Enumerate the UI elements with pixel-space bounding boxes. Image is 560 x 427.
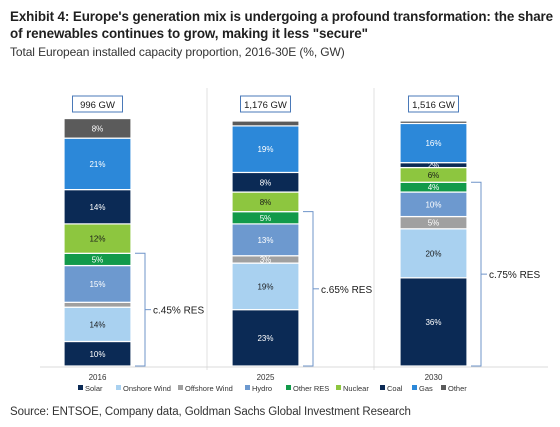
source-note: Source: ENTSOE, Company data, Goldman Sa… <box>10 406 411 418</box>
res-bracket-2016 <box>135 252 146 367</box>
legend-label-other-res: Other RES <box>293 384 329 393</box>
data-label-coal-2016: 14% <box>89 203 105 212</box>
x-tick-label-2016: 2016 <box>89 373 107 382</box>
bar-segment-other-2016 <box>63 117 132 139</box>
total-box-2030 <box>408 95 459 113</box>
bar-segment-hydro-2025 <box>231 223 300 257</box>
data-label-coal-2025: 8% <box>260 178 272 187</box>
legend-swatch-other-res <box>286 385 291 390</box>
legend-swatch-hydro <box>245 385 250 390</box>
bar-segment-other-2025 <box>231 120 300 127</box>
legend-label-nuclear: Nuclear <box>343 384 369 393</box>
data-label-gas-2025: 19% <box>257 145 273 154</box>
data-label-onshore-wind-2030: 20% <box>425 249 441 258</box>
data-label-solar-2016: 10% <box>89 350 105 359</box>
legend-label-coal: Coal <box>387 384 403 393</box>
legend-label-solar: Solar <box>85 384 103 393</box>
legend-swatch-other <box>441 385 446 390</box>
data-label-gas-2030: 16% <box>425 139 441 148</box>
res-bracket-2025 <box>303 211 314 367</box>
bar-segment-gas-2025 <box>231 125 300 174</box>
bar-segment-other-2030 <box>399 120 468 125</box>
data-label-solar-2030: 36% <box>425 318 441 327</box>
bar-segment-nuclear-2016 <box>63 223 132 254</box>
bar-segment-onshore-wind-2016 <box>63 306 132 343</box>
data-label-other-res-2025: 5% <box>260 214 272 223</box>
legend-label-onshore-wind: Onshore Wind <box>123 384 171 393</box>
x-tick-label-2030: 2030 <box>425 373 443 382</box>
bar-segment-coal-2016 <box>63 189 132 225</box>
res-annotation-2025: c.65% RES <box>321 285 372 296</box>
chart-subtitle: Total European installed capacity propor… <box>10 45 345 59</box>
data-label-nuclear-2016: 12% <box>89 235 105 244</box>
data-label-nuclear-2025: 8% <box>260 198 272 207</box>
bar-segment-offshore-wind-2016 <box>63 301 132 308</box>
total-box-2025 <box>240 95 291 113</box>
data-label-offshore-wind-2025: 3% <box>260 255 272 264</box>
res-annotation-2030: c.75% RES <box>489 270 540 281</box>
bar-segment-gas-2016 <box>63 137 132 191</box>
data-label-other-res-2030: 4% <box>428 183 440 192</box>
data-label-other-2016: 8% <box>92 124 104 133</box>
legend-label-gas: Gas <box>419 384 433 393</box>
data-label-gas-2016: 21% <box>89 160 105 169</box>
total-label-2016: 996 GW <box>80 100 115 111</box>
data-label-solar-2025: 23% <box>257 334 273 343</box>
total-label-2025: 1,176 GW <box>244 100 287 111</box>
legend-swatch-coal <box>380 385 385 390</box>
data-label-onshore-wind-2016: 14% <box>89 320 105 329</box>
legend-label-offshore-wind: Offshore Wind <box>185 384 233 393</box>
legend-label-hydro: Hydro <box>252 384 272 393</box>
bar-segment-onshore-wind-2030 <box>399 228 468 279</box>
legend-swatch-nuclear <box>336 385 341 390</box>
res-annotation-2016: c.45% RES <box>153 306 204 317</box>
legend-label-other: Other <box>448 384 467 393</box>
data-label-hydro-2016: 15% <box>89 280 105 289</box>
legend-swatch-offshore-wind <box>178 385 183 390</box>
data-label-onshore-wind-2025: 19% <box>257 282 273 291</box>
data-label-coal-2030: 2% <box>428 161 440 170</box>
bar-segment-solar-2016 <box>63 340 132 367</box>
chart-title: Exhibit 4: Europe's generation mix is un… <box>10 9 554 41</box>
legend-swatch-onshore-wind <box>116 385 121 390</box>
bar-segment-onshore-wind-2025 <box>231 262 300 311</box>
res-bracket-2030 <box>471 181 482 367</box>
data-label-nuclear-2030: 6% <box>428 171 440 180</box>
legend-swatch-gas <box>412 385 417 390</box>
data-label-hydro-2030: 10% <box>425 200 441 209</box>
bar-segment-solar-2030 <box>399 277 468 367</box>
legend-swatch-solar <box>78 385 83 390</box>
total-box-2016 <box>72 95 123 113</box>
data-label-hydro-2025: 13% <box>257 236 273 245</box>
data-label-offshore-wind-2030: 5% <box>428 219 440 228</box>
bar-segment-hydro-2016 <box>63 264 132 303</box>
data-label-other-res-2016: 5% <box>92 255 104 264</box>
total-label-2030: 1,516 GW <box>412 100 455 111</box>
x-tick-label-2025: 2025 <box>257 373 275 382</box>
